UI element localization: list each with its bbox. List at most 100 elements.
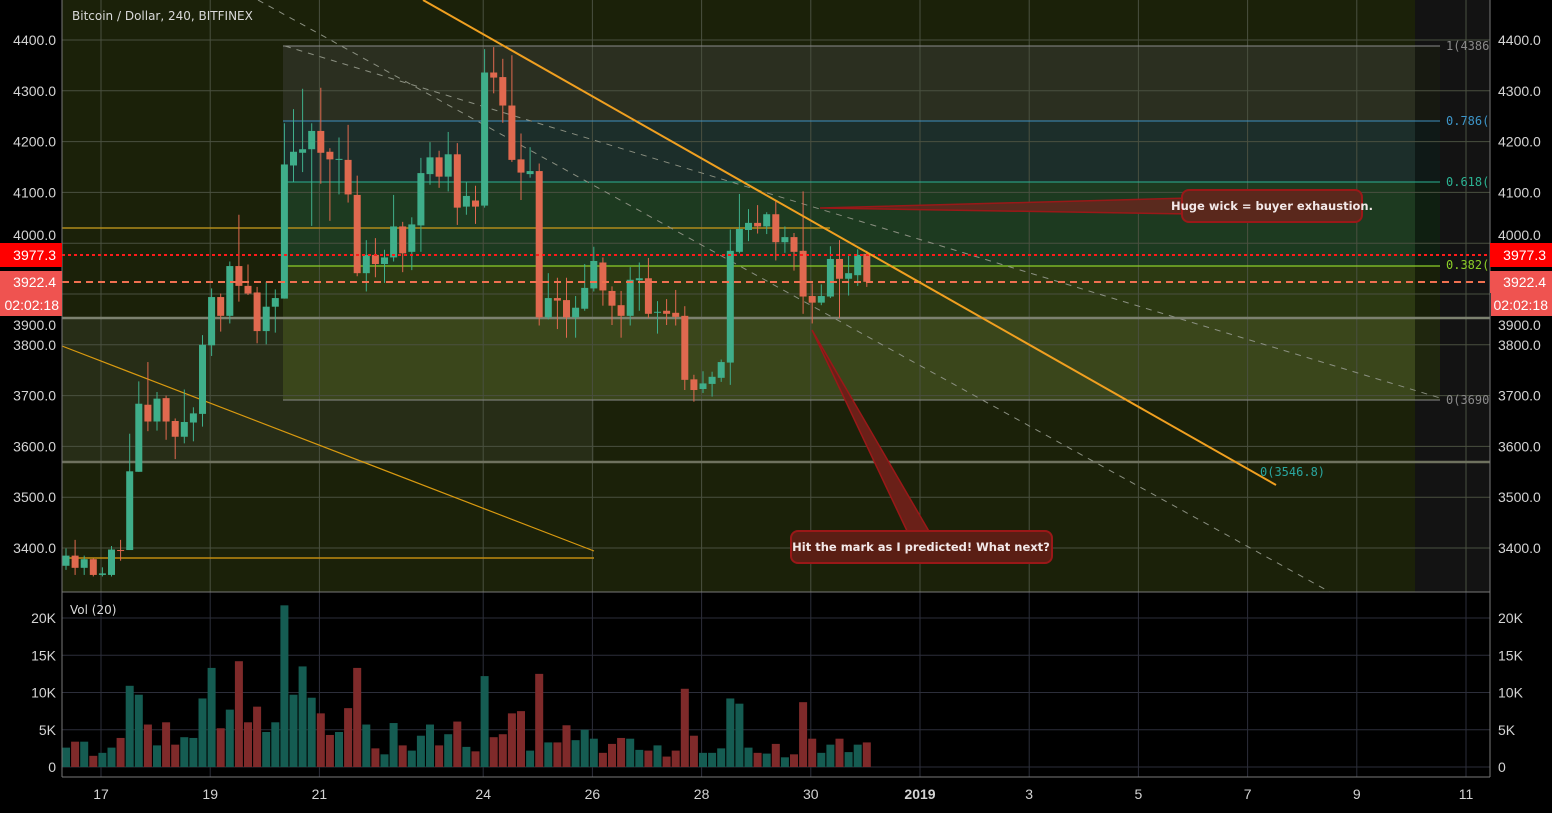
candle-body bbox=[117, 550, 125, 552]
candle-body bbox=[290, 151, 297, 166]
volume-bars bbox=[62, 605, 871, 767]
candle bbox=[208, 288, 216, 356]
dashed-channel-line-2[interactable] bbox=[284, 45, 1441, 399]
symbol-title[interactable]: Bitcoin / Dollar, 240, BITFINEX bbox=[72, 9, 253, 23]
volume-bar bbox=[480, 676, 489, 767]
current-price-value: 3922.4 bbox=[13, 274, 56, 290]
candle bbox=[199, 335, 206, 427]
candle-body bbox=[217, 297, 225, 316]
callout-prediction[interactable]: Hit the mark as I predicted! What next? bbox=[790, 329, 1053, 564]
candle-body bbox=[453, 154, 461, 208]
candle-body bbox=[344, 159, 352, 195]
candle bbox=[108, 545, 115, 577]
candle-body bbox=[726, 250, 734, 363]
volume-bar bbox=[407, 750, 416, 767]
price-tick-left: 4100.0 bbox=[13, 184, 56, 200]
candle-body bbox=[644, 278, 652, 314]
volume-tick-left: 5K bbox=[39, 722, 57, 738]
volume-bar bbox=[325, 734, 334, 767]
volume-bar bbox=[799, 702, 808, 767]
candle-body bbox=[599, 262, 607, 291]
volume-tick-right: 20K bbox=[1498, 610, 1524, 626]
last-price-tag bbox=[1490, 243, 1552, 267]
descending-trendline[interactable] bbox=[422, 0, 1277, 486]
price-tick-right: 4400.0 bbox=[1498, 32, 1541, 48]
volume-bar bbox=[198, 698, 207, 767]
volume-bar bbox=[717, 748, 726, 767]
candle bbox=[845, 255, 853, 296]
price-tick-right: 4000.0 bbox=[1498, 227, 1541, 243]
price-tick-left: 3800.0 bbox=[13, 337, 56, 353]
candle bbox=[854, 249, 862, 286]
candle bbox=[381, 249, 388, 283]
candle bbox=[135, 381, 143, 472]
volume-bar bbox=[817, 752, 826, 767]
volume-bar bbox=[644, 750, 653, 767]
candle bbox=[535, 163, 543, 326]
axes[interactable]: 4400.0 4400.0 4300.0 4300.0 4200.0 4200.0 4100… bbox=[13, 32, 1541, 802]
volume-bar bbox=[835, 738, 844, 767]
candle-body bbox=[199, 344, 206, 414]
candle-body bbox=[126, 471, 134, 551]
candle bbox=[253, 286, 261, 344]
volume-bar bbox=[608, 743, 616, 767]
volume-bar bbox=[289, 694, 298, 767]
volume-bar bbox=[562, 725, 571, 767]
candle bbox=[271, 289, 279, 333]
candle-body bbox=[790, 237, 798, 252]
dashed-channel-line-1[interactable] bbox=[257, 0, 1331, 593]
volume-bar bbox=[189, 737, 198, 767]
time-tick: 3 bbox=[1025, 786, 1033, 802]
candle-body bbox=[262, 306, 270, 332]
candle bbox=[462, 181, 470, 215]
fib-retracement[interactable]: 1(4386 0.786(4 0.618(4 0.382(3 0(3690 bbox=[283, 39, 1497, 407]
volume-bar bbox=[453, 721, 462, 767]
time-tick: 26 bbox=[585, 786, 601, 802]
price-tick-left: 3600.0 bbox=[13, 438, 56, 454]
candle-body bbox=[108, 549, 115, 575]
volume-bar bbox=[853, 744, 862, 767]
volume-bar bbox=[107, 747, 116, 767]
candle-body bbox=[80, 559, 88, 568]
last-price-tag bbox=[0, 243, 62, 267]
time-tick: 9 bbox=[1353, 786, 1361, 802]
volume-bar bbox=[526, 750, 535, 767]
candle bbox=[472, 185, 479, 224]
volume-bar bbox=[726, 698, 735, 767]
candle-body bbox=[171, 421, 179, 437]
candle-body bbox=[444, 154, 452, 177]
candle bbox=[481, 49, 489, 208]
candle bbox=[790, 233, 798, 271]
candle-body bbox=[335, 158, 343, 160]
fib-zone-shade bbox=[1415, 46, 1440, 400]
volume-bar bbox=[553, 742, 562, 767]
price-tick-right: 4200.0 bbox=[1498, 134, 1541, 150]
volume-bar bbox=[298, 666, 307, 767]
volume-bar bbox=[71, 741, 80, 767]
descending-trendline-thin[interactable] bbox=[61, 345, 595, 552]
volume-bar bbox=[353, 667, 362, 767]
candle-body bbox=[371, 254, 379, 265]
candle bbox=[235, 214, 243, 302]
candle-body bbox=[244, 285, 252, 294]
candle bbox=[690, 374, 698, 402]
candle bbox=[499, 58, 507, 123]
candle bbox=[608, 286, 616, 325]
candle bbox=[62, 548, 70, 570]
volume-label[interactable]: Vol (20) bbox=[70, 603, 116, 617]
candle bbox=[663, 299, 671, 325]
candle-body bbox=[71, 555, 79, 568]
candle-body bbox=[499, 77, 507, 106]
price-tick-left: 4200.0 bbox=[13, 134, 56, 150]
volume-bar bbox=[771, 743, 780, 767]
candle-body bbox=[353, 194, 361, 274]
volume-tick-right: 10K bbox=[1498, 685, 1524, 701]
candle bbox=[417, 157, 425, 252]
candle-body bbox=[563, 300, 570, 318]
price-tick-right: 3700.0 bbox=[1498, 388, 1541, 404]
callout-wick[interactable]: Huge wick = buyer exhaustion. bbox=[819, 189, 1373, 223]
candle bbox=[553, 277, 561, 330]
candle bbox=[754, 205, 762, 234]
